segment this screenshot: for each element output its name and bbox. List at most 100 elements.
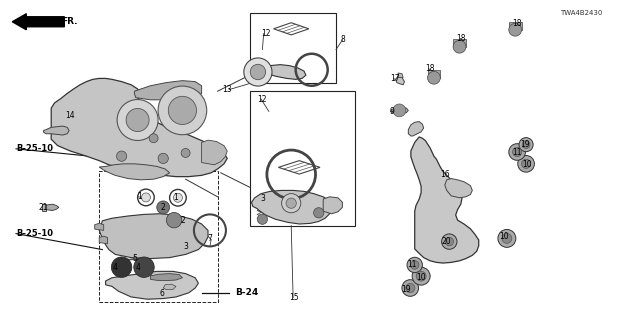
Polygon shape: [428, 70, 440, 78]
Polygon shape: [408, 122, 424, 136]
Polygon shape: [106, 271, 198, 299]
Circle shape: [498, 229, 516, 247]
Polygon shape: [150, 274, 182, 281]
Circle shape: [428, 71, 440, 84]
Polygon shape: [134, 81, 202, 100]
Text: 4: 4: [135, 263, 140, 272]
Text: 18: 18: [426, 64, 435, 73]
Polygon shape: [51, 78, 227, 177]
Text: 3: 3: [260, 194, 265, 203]
Polygon shape: [42, 204, 46, 211]
Text: 19: 19: [520, 140, 530, 149]
Circle shape: [445, 237, 454, 246]
Circle shape: [412, 267, 430, 285]
Circle shape: [168, 96, 196, 124]
Text: 21: 21: [39, 203, 48, 212]
Polygon shape: [44, 126, 69, 135]
Text: 4: 4: [113, 263, 118, 272]
Circle shape: [407, 257, 422, 273]
Circle shape: [166, 212, 182, 228]
Circle shape: [402, 280, 419, 296]
Text: 11: 11: [513, 148, 522, 157]
Circle shape: [173, 193, 182, 202]
Text: 20: 20: [442, 237, 452, 246]
Circle shape: [442, 234, 457, 249]
Text: 18: 18: [513, 19, 522, 28]
Circle shape: [117, 100, 158, 140]
Circle shape: [141, 193, 150, 202]
Text: 8: 8: [340, 36, 345, 44]
Text: 10: 10: [416, 273, 426, 282]
Circle shape: [286, 198, 296, 208]
Circle shape: [158, 86, 207, 135]
Text: 12: 12: [258, 95, 267, 104]
Circle shape: [416, 271, 426, 281]
Circle shape: [181, 148, 190, 157]
Circle shape: [157, 201, 170, 214]
Text: B-25-10: B-25-10: [16, 229, 53, 238]
Polygon shape: [509, 22, 522, 30]
Text: 11: 11: [408, 260, 417, 269]
Circle shape: [522, 159, 531, 168]
Circle shape: [244, 58, 272, 86]
Polygon shape: [95, 223, 104, 230]
Text: 5: 5: [132, 254, 137, 263]
Polygon shape: [252, 190, 332, 224]
Circle shape: [410, 261, 419, 269]
Polygon shape: [398, 73, 403, 77]
Text: 19: 19: [401, 285, 411, 294]
Text: 17: 17: [390, 74, 400, 83]
Circle shape: [522, 141, 530, 148]
Circle shape: [282, 194, 301, 213]
Text: B-24: B-24: [236, 288, 259, 297]
Text: 9: 9: [390, 107, 395, 116]
Polygon shape: [163, 284, 176, 290]
Text: 10: 10: [499, 232, 509, 241]
Circle shape: [406, 284, 415, 292]
Text: 10: 10: [522, 160, 532, 169]
Text: TWA4B2430: TWA4B2430: [560, 11, 602, 16]
Circle shape: [250, 64, 266, 80]
Text: B-25-10: B-25-10: [16, 144, 53, 153]
Circle shape: [134, 257, 154, 277]
FancyArrow shape: [12, 14, 64, 30]
Polygon shape: [453, 39, 466, 47]
Text: 16: 16: [440, 170, 450, 179]
Bar: [250, 13, 336, 83]
Circle shape: [453, 40, 466, 53]
Text: 1: 1: [173, 193, 179, 202]
Circle shape: [111, 257, 132, 277]
Polygon shape: [411, 137, 479, 263]
Text: 1: 1: [137, 192, 142, 201]
Polygon shape: [390, 107, 408, 114]
Text: 12: 12: [261, 29, 270, 38]
Text: 14: 14: [65, 111, 76, 120]
Polygon shape: [396, 76, 404, 85]
Polygon shape: [202, 140, 227, 165]
Polygon shape: [445, 179, 472, 198]
Text: 13: 13: [222, 85, 232, 94]
Bar: [250, 91, 355, 226]
Polygon shape: [99, 214, 208, 259]
Polygon shape: [323, 197, 342, 214]
Text: 2: 2: [161, 203, 166, 212]
Polygon shape: [419, 268, 430, 281]
Text: 6: 6: [159, 289, 164, 298]
Circle shape: [257, 214, 268, 224]
Circle shape: [509, 144, 525, 160]
Text: 3: 3: [183, 242, 188, 251]
Polygon shape: [99, 164, 170, 180]
Circle shape: [519, 138, 533, 152]
Polygon shape: [42, 204, 59, 211]
Circle shape: [502, 234, 512, 243]
Circle shape: [393, 104, 406, 117]
Circle shape: [126, 108, 149, 132]
Text: FR.: FR.: [61, 17, 77, 26]
Text: 2: 2: [180, 216, 185, 225]
Text: 15: 15: [289, 293, 300, 302]
Circle shape: [314, 208, 324, 218]
Polygon shape: [255, 65, 306, 79]
Bar: [99, 171, 218, 302]
Circle shape: [158, 153, 168, 164]
Circle shape: [149, 134, 158, 143]
